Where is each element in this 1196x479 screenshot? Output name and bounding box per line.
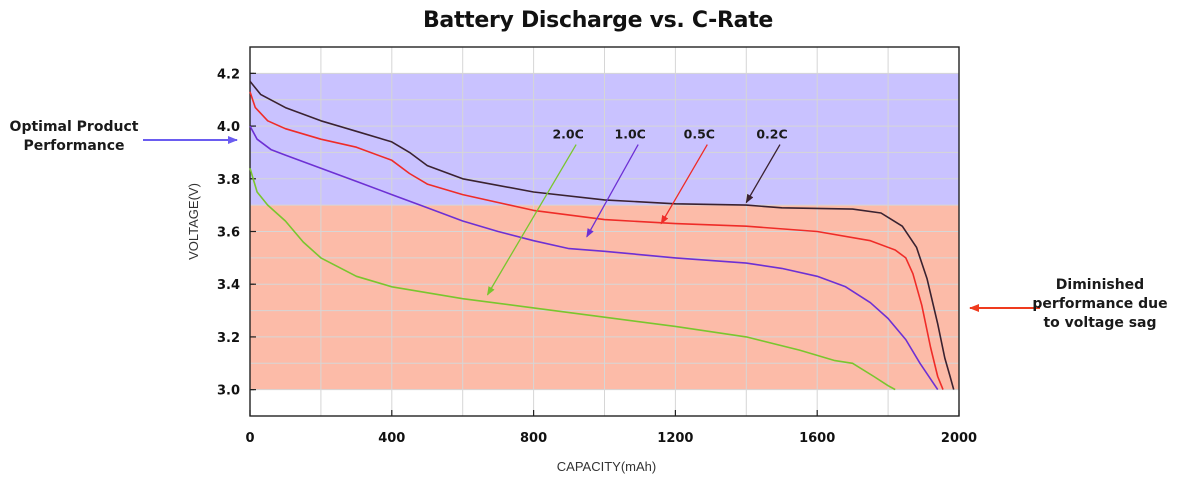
x-axis-label: CAPACITY(mAh): [557, 459, 656, 474]
y-tick-label: 3.2: [217, 331, 240, 346]
y-tick-label: 3.4: [217, 278, 240, 293]
y-tick-label: 3.0: [217, 384, 240, 399]
y-tick-label: 4.2: [217, 67, 240, 82]
x-tick-label: 400: [378, 431, 405, 446]
annotation-label-1-0C: 1.0C: [615, 127, 646, 142]
annotation-arrow-0-5C: [660, 144, 708, 225]
annotation-arrow-2-0C: [486, 144, 577, 296]
annotation-label-0-5C: 0.5C: [684, 127, 715, 142]
x-tick-label: 0: [245, 431, 254, 446]
y-axis-label: VOLTAGE(V): [186, 183, 201, 260]
x-tick-label: 1200: [657, 431, 693, 446]
annotation-label-0-2C: 0.2C: [756, 127, 787, 142]
annotation-arrow-0-2C: [745, 144, 781, 204]
annotation-label-2-0C: 2.0C: [552, 127, 583, 142]
optimal-performance-annotation: Optimal Product Performance: [9, 119, 139, 154]
y-tick-label: 3.8: [217, 173, 240, 188]
chart-title: Battery Discharge vs. C-Rate: [422, 8, 774, 33]
annotation-arrow-1-0C: [586, 144, 639, 238]
y-tick-label: 4.0: [217, 120, 240, 135]
x-tick-label: 1600: [799, 431, 835, 446]
x-tick-label: 800: [520, 431, 547, 446]
x-tick-label: 2000: [941, 431, 977, 446]
series-line-1-0C: [249, 125, 939, 391]
series-line-0-2C: [249, 80, 955, 390]
y-tick-label: 3.6: [217, 226, 240, 241]
series-line-0-5C: [249, 91, 944, 390]
diminished-performance-annotation: Diminished performance due to voltage sa…: [1032, 277, 1168, 331]
series-line-2-0C: [249, 167, 896, 391]
